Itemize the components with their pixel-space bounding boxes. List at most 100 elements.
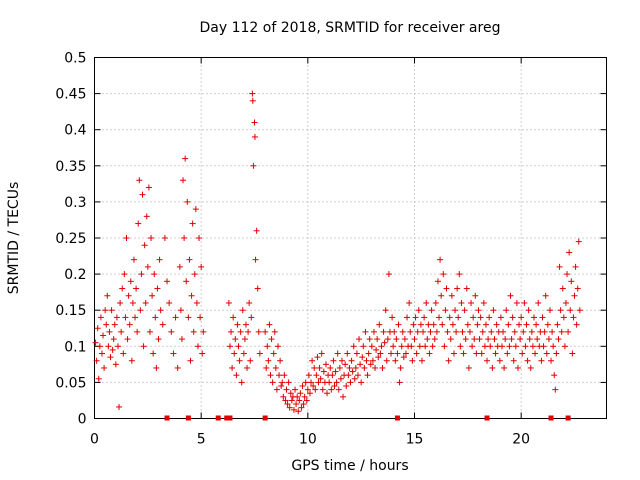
data-point [401, 336, 408, 343]
data-point [507, 292, 514, 299]
data-point [463, 285, 470, 292]
data-point [397, 364, 404, 371]
data-point [237, 328, 244, 335]
data-point [543, 350, 550, 357]
gap-marker [215, 415, 221, 421]
data-point [336, 364, 343, 371]
data-point [196, 235, 203, 241]
data-point [194, 343, 201, 350]
data-point [245, 328, 252, 335]
data-point [524, 357, 531, 364]
data-point [379, 364, 386, 371]
data-point [395, 321, 402, 328]
data-point [511, 328, 518, 335]
data-point [290, 406, 297, 413]
data-point [180, 177, 187, 184]
gap-markers [164, 415, 571, 421]
data-point [299, 383, 306, 390]
data-point [140, 343, 147, 350]
data-point [369, 357, 376, 364]
data-point [187, 357, 194, 364]
data-point [517, 336, 524, 343]
data-point [484, 357, 491, 364]
data-point [154, 285, 161, 292]
data-point [409, 357, 416, 364]
data-point [423, 299, 430, 306]
data-point [101, 364, 108, 371]
data-point [345, 372, 352, 379]
data-point [488, 328, 495, 335]
data-point [251, 133, 258, 140]
data-point [457, 343, 464, 350]
data-point [456, 271, 463, 278]
data-point [541, 328, 548, 335]
data-point [487, 343, 494, 350]
data-point [558, 328, 565, 335]
data-point [111, 321, 118, 328]
data-point [156, 256, 163, 263]
data-point [295, 408, 302, 415]
data-point [108, 307, 115, 314]
gap-marker [394, 415, 400, 421]
data-point [380, 328, 387, 335]
data-point [356, 336, 363, 343]
data-point [466, 328, 473, 335]
data-point [142, 299, 149, 306]
data-point [440, 271, 447, 278]
data-point [402, 350, 409, 357]
data-point [294, 393, 301, 400]
data-point [168, 328, 175, 335]
gap-marker [224, 415, 230, 421]
data-point [464, 321, 471, 328]
data-point [234, 321, 241, 328]
data-point [552, 386, 559, 393]
data-point [496, 357, 503, 364]
data-point [235, 343, 242, 350]
data-point [549, 328, 556, 335]
data-point [330, 357, 337, 364]
data-point [556, 263, 563, 270]
data-point [422, 343, 429, 350]
data-point [571, 292, 578, 299]
data-point [340, 393, 347, 400]
data-point [449, 321, 456, 328]
data-point [193, 299, 200, 306]
data-point [105, 343, 112, 350]
data-point [317, 375, 324, 382]
data-point [448, 292, 455, 299]
data-point [384, 336, 391, 343]
data-point [425, 321, 432, 328]
x-axis-label: GPS time / hours [291, 458, 408, 474]
data-point [474, 321, 481, 328]
data-point [559, 285, 566, 292]
data-point [335, 386, 342, 393]
data-point [161, 235, 168, 241]
data-point [199, 350, 206, 357]
data-point [343, 383, 350, 390]
data-points [92, 90, 583, 415]
data-point [570, 314, 577, 321]
data-point [568, 278, 575, 285]
y-tick-label: 0.2 [64, 267, 86, 283]
data-point [319, 386, 326, 393]
data-point [569, 350, 576, 357]
data-point [239, 307, 246, 314]
data-point [455, 314, 462, 321]
data-point [461, 307, 468, 314]
data-point [176, 263, 183, 270]
y-axis-label: SRMTID / TECUs [6, 182, 22, 295]
data-point [437, 256, 444, 263]
data-point [98, 350, 105, 357]
data-point [360, 343, 367, 350]
data-point [498, 343, 505, 350]
data-point [420, 328, 427, 335]
data-point [434, 278, 441, 285]
data-point [97, 314, 104, 321]
data-point [550, 343, 557, 350]
gap-marker [227, 415, 233, 421]
gap-marker [565, 415, 571, 421]
data-point [520, 328, 527, 335]
data-point [95, 375, 102, 382]
data-point [391, 328, 398, 335]
data-point [429, 343, 436, 350]
